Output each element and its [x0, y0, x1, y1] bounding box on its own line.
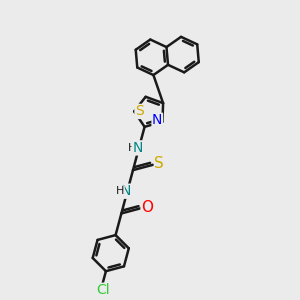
Text: N: N: [132, 141, 142, 155]
Text: S: S: [135, 104, 144, 118]
Text: H: H: [116, 186, 124, 196]
Text: Cl: Cl: [96, 283, 110, 297]
Text: H: H: [128, 142, 136, 153]
Text: N: N: [121, 184, 131, 198]
Text: S: S: [154, 156, 164, 171]
Text: O: O: [141, 200, 153, 215]
Text: N: N: [152, 113, 163, 127]
